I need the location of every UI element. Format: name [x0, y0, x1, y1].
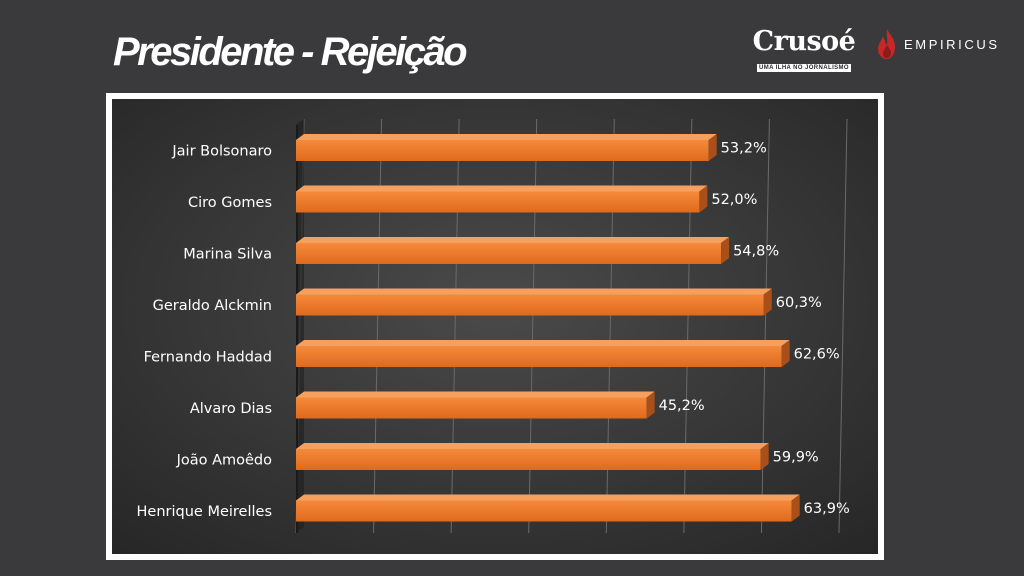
category-label: Ciro Gomes	[188, 195, 272, 211]
bar	[296, 243, 722, 264]
data-label: 60,3%	[776, 295, 822, 311]
bar-top-face	[296, 185, 708, 192]
bar-chart: Jair Bolsonaro 53,2% Ciro Gomes 52,0% Marina…	[112, 99, 878, 554]
crusoe-logo-tagline: UMA ILHA NO JORNALISMO	[756, 64, 852, 72]
empiricus-logo-name: EMPIRICUS	[904, 36, 1000, 52]
chart-frame: Jair Bolsonaro 53,2% Ciro Gomes 52,0% Marina…	[106, 93, 884, 560]
bar-side-face	[791, 494, 800, 522]
bar-side-face	[763, 288, 772, 316]
bar	[296, 500, 792, 522]
data-label: 45,2%	[659, 398, 705, 414]
data-label: 54,8%	[733, 244, 779, 260]
plot-background	[112, 99, 878, 554]
gridline	[838, 118, 848, 534]
bar	[296, 140, 709, 161]
category-label: Fernando Haddad	[144, 350, 272, 366]
category-label: Henrique Meirelles	[137, 504, 272, 520]
bar	[296, 346, 782, 367]
slide-title: Presidente - Rejeição	[113, 30, 468, 74]
empiricus-logo: EMPIRICUS	[876, 28, 1000, 60]
data-label: 62,6%	[794, 347, 840, 363]
category-label: Geraldo Alckmin	[153, 298, 272, 314]
crusoe-logo: Crusoé UMA ILHA NO JORNALISMO	[746, 28, 862, 74]
bar-side-face	[646, 391, 655, 419]
crusoe-logo-name: Crusoé	[752, 26, 856, 57]
category-label: Jair Bolsonaro	[171, 144, 272, 160]
bar-top-face	[296, 494, 800, 501]
data-label: 53,2%	[721, 141, 767, 157]
bar	[296, 294, 764, 316]
bar-top-face	[296, 134, 717, 140]
data-label: 63,9%	[804, 501, 850, 517]
bar	[296, 449, 761, 470]
bar	[296, 191, 700, 213]
category-label: Alvaro Dias	[190, 401, 272, 417]
data-label: 52,0%	[711, 192, 757, 208]
bar-top-face	[296, 237, 730, 243]
bar	[296, 397, 647, 419]
data-label: 59,9%	[773, 450, 819, 466]
category-label: João Amoêdo	[176, 453, 273, 469]
bar-top-face	[296, 288, 772, 295]
bar-side-face	[708, 134, 717, 161]
bar-side-face	[760, 443, 769, 470]
bar-side-face	[721, 237, 730, 264]
category-label: Marina Silva	[183, 247, 272, 263]
bar-top-face	[296, 340, 790, 346]
flame-icon	[878, 29, 895, 59]
bar-side-face	[781, 340, 790, 367]
bar-side-face	[699, 185, 708, 213]
bar-top-face	[296, 443, 769, 449]
bar-top-face	[296, 391, 655, 398]
